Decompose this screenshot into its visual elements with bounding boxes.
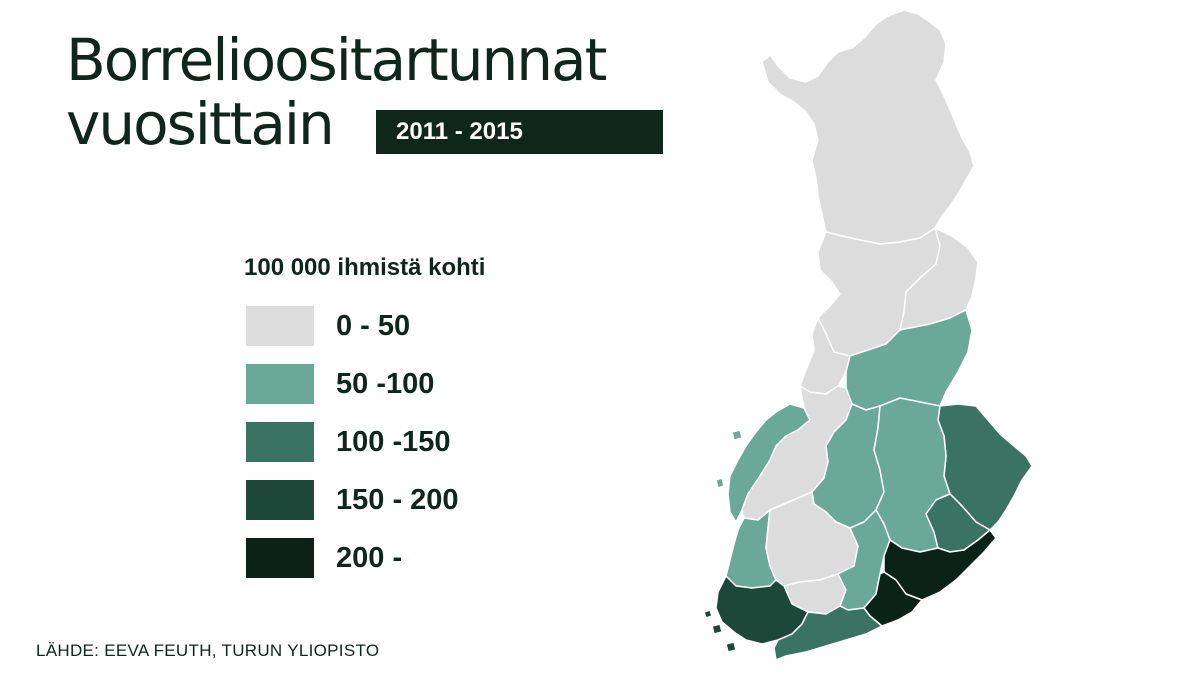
legend-item-4: 200 - (244, 538, 485, 578)
title-line-2: vuosittain (66, 90, 335, 158)
source-credit: LÄHDE: EEVA FEUTH, TURUN YLIOPISTO (36, 641, 380, 660)
map-title: Borrelioositartunnat vuosittain (66, 26, 607, 158)
legend-label-2: 100 -150 (336, 426, 451, 458)
region-lappi (761, 9, 975, 245)
period-badge: 2011 - 2015 (376, 110, 663, 154)
legend-swatch-4 (246, 538, 314, 578)
archipelago-sw-3 (703, 609, 713, 619)
archipelago-west-1 (731, 429, 743, 441)
archipelago-west-2 (715, 477, 725, 489)
legend-label-0: 0 - 50 (336, 310, 411, 342)
legend-item-1: 50 -100 (244, 364, 485, 404)
legend-item-0: 0 - 50 (244, 306, 485, 346)
legend-swatch-3 (246, 480, 314, 520)
legend-label-4: 200 - (336, 542, 403, 574)
legend-item-3: 150 - 200 (244, 480, 485, 520)
legend-item-2: 100 -150 (244, 422, 485, 462)
region-kymenlaakso (863, 571, 923, 627)
legend: 100 000 ihmistä kohti 0 - 50 50 -100 100… (244, 252, 485, 596)
title-line-1: Borrelioositartunnat (66, 26, 607, 94)
legend-title: 100 000 ihmistä kohti (244, 254, 486, 281)
archipelago-sw-1 (711, 623, 723, 635)
archipelago-sw-2 (725, 641, 737, 653)
legend-label-1: 50 -100 (336, 368, 435, 400)
legend-swatch-2 (246, 422, 314, 462)
region-uusimaa (773, 605, 883, 661)
legend-label-3: 150 - 200 (336, 484, 459, 516)
legend-swatch-0 (246, 306, 314, 346)
legend-swatch-1 (246, 364, 314, 404)
